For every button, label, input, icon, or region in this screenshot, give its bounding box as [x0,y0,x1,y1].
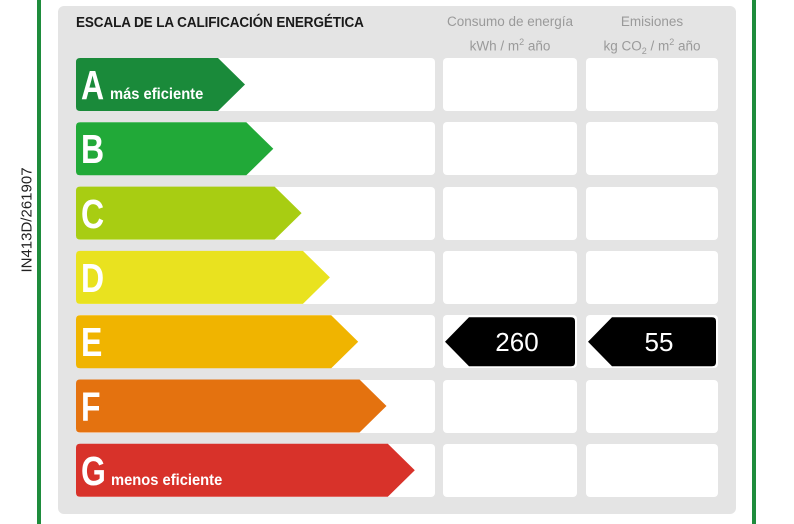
emissions-cell-c [586,186,718,240]
energy-column-unit: kWh / m2 año [469,37,551,54]
right-border-line [752,0,756,524]
rating-label-g: menos eficiente [111,471,223,489]
energy-cell-b [443,122,577,176]
rating-arrow-g [76,443,415,497]
energy-cell-f [443,379,577,433]
rating-arrow-f [76,379,387,433]
energy-cell-d [443,250,577,304]
rating-letter-g: G [81,447,106,494]
left-border-line [37,0,41,524]
energy-column-header: Consumo de energía kWh / m2 año [443,12,577,57]
rating-arrow-d [76,250,330,304]
rating-letter-a: A [81,62,105,108]
scale-title: ESCALA DE LA CALIFICACIÓN ENERGÉTICA [76,15,364,31]
emissions-cell-g [586,443,718,497]
rating-arrow-c [76,186,302,240]
emissions-cell-a [586,58,718,111]
emissions-column-header: Emisiones kg CO2 / m2 año [586,12,718,61]
energy-value: 260 [495,327,539,358]
emissions-cell-f [586,379,718,433]
rating-letter-b: B [81,126,105,173]
emissions-column-title: Emisiones [620,14,684,29]
emissions-cell-d [586,250,718,304]
energy-cell-g [443,443,577,497]
rating-arrow-b [76,122,274,176]
energy-cell-a [443,58,577,111]
rating-letter-c: C [81,190,105,237]
emissions-column-unit: kg CO2 / m2 año [603,37,701,57]
rating-arrow-a [76,58,245,111]
energy-value-marker [445,317,575,367]
emissions-value-marker [588,317,716,367]
energy-column-title: Consumo de energía [446,14,574,29]
emissions-cell-b [586,122,718,176]
rating-letter-f: F [81,383,101,430]
rating-label-a: más eficiente [110,86,204,103]
rating-letter-d: D [81,254,105,301]
energy-cell-c [443,186,577,240]
rating-letter-e: E [81,319,103,366]
emissions-value: 55 [644,327,674,358]
rating-arrow-e [76,315,359,369]
